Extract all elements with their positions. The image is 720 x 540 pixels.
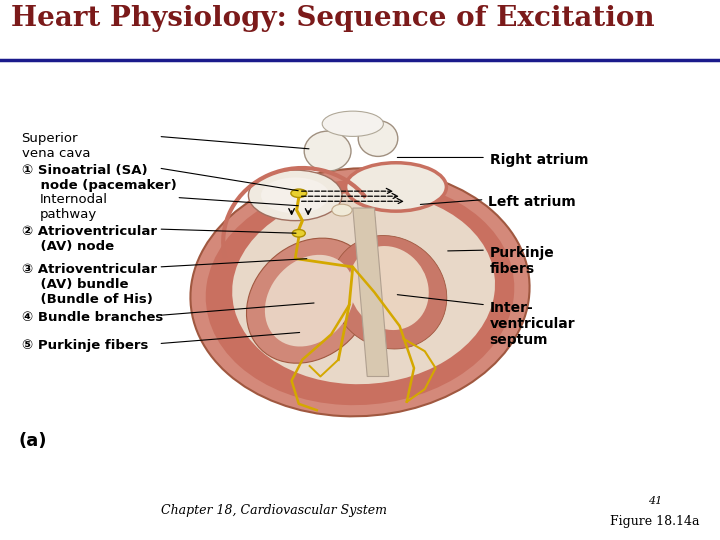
Text: Internodal
pathway: Internodal pathway bbox=[40, 193, 107, 221]
Ellipse shape bbox=[349, 246, 428, 330]
Ellipse shape bbox=[323, 111, 384, 137]
Ellipse shape bbox=[206, 179, 514, 405]
Text: Superior
vena cava: Superior vena cava bbox=[22, 132, 90, 160]
Text: Left atrium: Left atrium bbox=[488, 195, 576, 210]
Ellipse shape bbox=[346, 163, 446, 211]
Ellipse shape bbox=[330, 235, 447, 349]
Text: Figure 18.14a: Figure 18.14a bbox=[611, 515, 700, 528]
Ellipse shape bbox=[305, 131, 351, 171]
Ellipse shape bbox=[359, 214, 375, 223]
Text: ② Atrioventricular
    (AV) node: ② Atrioventricular (AV) node bbox=[22, 225, 157, 253]
Text: (a): (a) bbox=[18, 432, 47, 450]
Text: ③ Atrioventricular
    (AV) bundle
    (Bundle of His): ③ Atrioventricular (AV) bundle (Bundle o… bbox=[22, 263, 157, 306]
Text: Right atrium: Right atrium bbox=[490, 153, 588, 167]
Ellipse shape bbox=[292, 230, 305, 237]
Text: Purkinje
fibers: Purkinje fibers bbox=[490, 246, 554, 276]
Ellipse shape bbox=[265, 255, 354, 347]
Ellipse shape bbox=[291, 189, 307, 198]
Text: Heart Physiology: Sequence of Excitation: Heart Physiology: Sequence of Excitation bbox=[11, 5, 654, 32]
Ellipse shape bbox=[190, 168, 530, 416]
Text: ⑤ Purkinje fibers: ⑤ Purkinje fibers bbox=[22, 340, 148, 353]
Ellipse shape bbox=[359, 120, 397, 157]
Ellipse shape bbox=[332, 204, 352, 216]
Ellipse shape bbox=[232, 192, 495, 384]
Ellipse shape bbox=[246, 238, 373, 363]
Ellipse shape bbox=[248, 170, 342, 221]
Text: Chapter 18, Cardiovascular System: Chapter 18, Cardiovascular System bbox=[161, 504, 387, 517]
Ellipse shape bbox=[261, 178, 330, 213]
Text: ④ Bundle branches: ④ Bundle branches bbox=[22, 311, 163, 324]
Text: 41: 41 bbox=[648, 496, 662, 506]
Text: Inter-
ventricular
septum: Inter- ventricular septum bbox=[490, 301, 575, 347]
Polygon shape bbox=[353, 208, 389, 376]
Text: ① Sinoatrial (SA)
    node (pacemaker): ① Sinoatrial (SA) node (pacemaker) bbox=[22, 164, 176, 192]
